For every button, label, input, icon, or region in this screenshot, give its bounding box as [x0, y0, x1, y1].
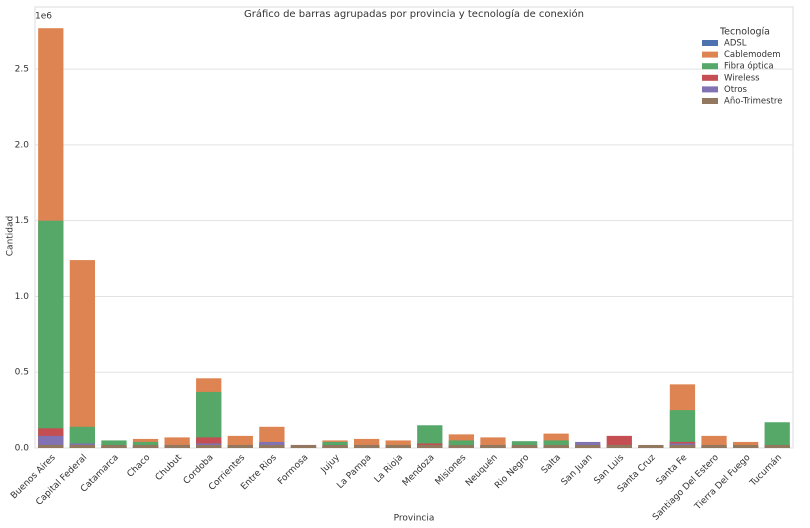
bar: [385, 444, 411, 448]
bar: [196, 437, 222, 448]
bar: [511, 444, 538, 448]
bar: [69, 444, 96, 448]
bar: [511, 441, 538, 448]
x-tick-label: Tierra Del Fuego: [693, 452, 753, 512]
x-tick-label: Mendoza: [401, 453, 437, 489]
bar: [732, 444, 759, 448]
x-tick-label: Rio Negro: [493, 452, 532, 491]
bar: [701, 444, 727, 448]
y-tick-label: 1.0: [15, 292, 30, 302]
plot-area: [34, 6, 794, 449]
x-tick-label: Salta: [540, 453, 563, 476]
bar: [259, 444, 285, 448]
legend-swatch: [702, 86, 718, 93]
bar: [417, 425, 443, 448]
y-tick-label: 0.5: [15, 368, 29, 378]
bar: [164, 437, 190, 448]
x-axis-label: Provincia: [394, 514, 435, 524]
legend-label: Fibra óptica: [724, 61, 774, 72]
bar: [669, 444, 696, 448]
legend-label: Año-Trimestre: [724, 97, 782, 107]
x-tick-label: Tucumán: [748, 453, 784, 489]
bar: [480, 444, 506, 448]
bar: [606, 444, 632, 448]
bar: [132, 441, 159, 448]
bar: [701, 435, 727, 448]
bar: [385, 440, 411, 448]
legend-swatch: [702, 40, 718, 46]
bar: [543, 440, 569, 448]
bar: [38, 435, 64, 448]
bar: [227, 435, 253, 448]
legend-label: Wireless: [724, 73, 760, 83]
bar: [101, 444, 127, 448]
bar: [164, 444, 190, 448]
bar: [448, 444, 475, 448]
legend-swatch: [702, 74, 718, 81]
x-tick-label: San Juan: [560, 453, 595, 488]
y-tick-label: 2.0: [15, 140, 30, 150]
bar: [132, 444, 159, 448]
y-offset-label: 1e6: [35, 12, 52, 22]
legend-swatch: [702, 63, 718, 70]
x-tick-label: La Rioja: [373, 453, 405, 485]
bar: [543, 444, 569, 448]
bars: [38, 28, 790, 449]
y-tick-label: 1.5: [15, 216, 29, 226]
x-tick-label: Misiones: [434, 453, 469, 488]
bar: [575, 444, 601, 448]
x-tick-label: Chaco: [126, 452, 153, 479]
bar: [638, 444, 664, 448]
bar: [322, 444, 348, 448]
bar: [259, 441, 285, 448]
y-tick-label: 2.5: [15, 65, 29, 75]
x-tick-label: Formosa: [276, 453, 310, 487]
y-axis-label: Cantidad: [6, 216, 16, 256]
legend-swatch: [702, 98, 718, 104]
bar: [38, 220, 64, 448]
legend-label: Otros: [724, 85, 748, 95]
x-tick-label: Chubut: [154, 452, 184, 482]
bar: [101, 440, 127, 448]
bar: [69, 260, 96, 448]
bar: [38, 444, 64, 448]
bar: [196, 444, 222, 448]
legend-label: Cablemodem: [724, 50, 781, 60]
bar: [417, 444, 443, 448]
bar: [448, 440, 475, 448]
bar: [353, 438, 380, 448]
bar: [322, 441, 348, 448]
bar: [290, 444, 317, 448]
legend-title: Tecnología: [719, 27, 770, 38]
y-tick-label: 0.0: [15, 444, 30, 454]
bar: [480, 437, 506, 448]
legend-swatch: [702, 51, 718, 58]
bar: [227, 444, 253, 448]
bar: [732, 441, 759, 448]
x-tick-label: La Pampa: [335, 453, 373, 491]
bar: [606, 435, 632, 448]
bar: [69, 426, 96, 448]
bar: [575, 441, 601, 448]
bar: [764, 444, 790, 448]
legend-label: ADSL: [724, 39, 747, 49]
chart-title: Gráfico de barras agrupadas por provinci…: [244, 8, 584, 20]
bar: [669, 410, 696, 448]
bar: [764, 422, 790, 448]
bar: [353, 444, 380, 448]
x-tick-label: Jujuy: [319, 452, 343, 476]
